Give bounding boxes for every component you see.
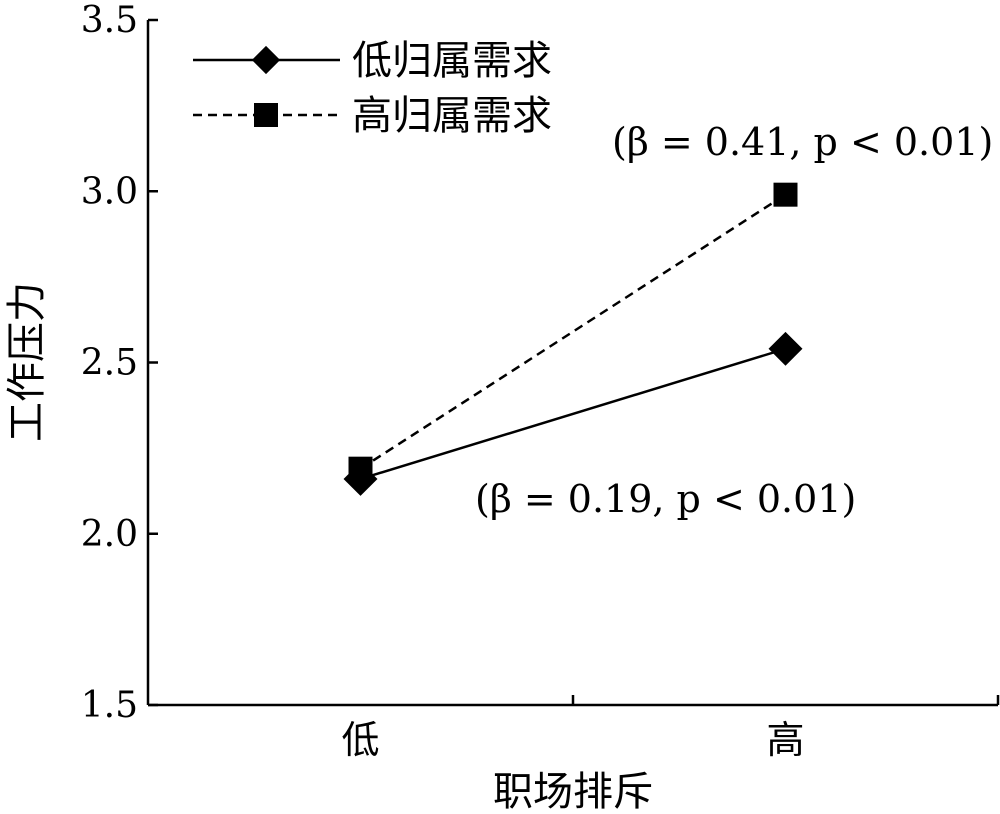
series-layer xyxy=(343,182,803,496)
legend-marker-diamond xyxy=(251,45,281,75)
series-line-1 xyxy=(359,193,787,470)
y-tick-label: 3.5 xyxy=(81,0,138,41)
point-square-1 xyxy=(773,182,798,207)
x-tick-label: 高 xyxy=(766,718,804,762)
x-axis-title: 职场排斥 xyxy=(493,769,653,814)
y-tick-label: 2.5 xyxy=(81,343,138,384)
legend: 低归属需求 高归属需求 xyxy=(193,38,552,139)
annotation-high: (β = 0.41, p < 0.01) xyxy=(612,120,993,164)
legend-marker-square xyxy=(254,103,278,127)
y-tick-label: 2.0 xyxy=(81,514,138,555)
y-axis-title: 工作压力 xyxy=(4,282,50,442)
y-tick-label: 1.5 xyxy=(81,685,138,726)
legend-label-low: 低归属需求 xyxy=(352,38,552,84)
x-ticks: 低高 xyxy=(341,695,1000,762)
y-tick-label: 3.0 xyxy=(81,171,138,212)
x-tick-label: 低 xyxy=(341,718,379,762)
series-line-0 xyxy=(360,347,786,481)
point-diamond-1 xyxy=(768,331,803,366)
y-ticks: 1.5 2.0 2.5 3.0 3.5 xyxy=(81,0,158,726)
legend-label-high: 高归属需求 xyxy=(352,93,552,139)
annotation-low: (β = 0.19, p < 0.01) xyxy=(475,477,856,521)
point-square-0 xyxy=(348,456,373,481)
